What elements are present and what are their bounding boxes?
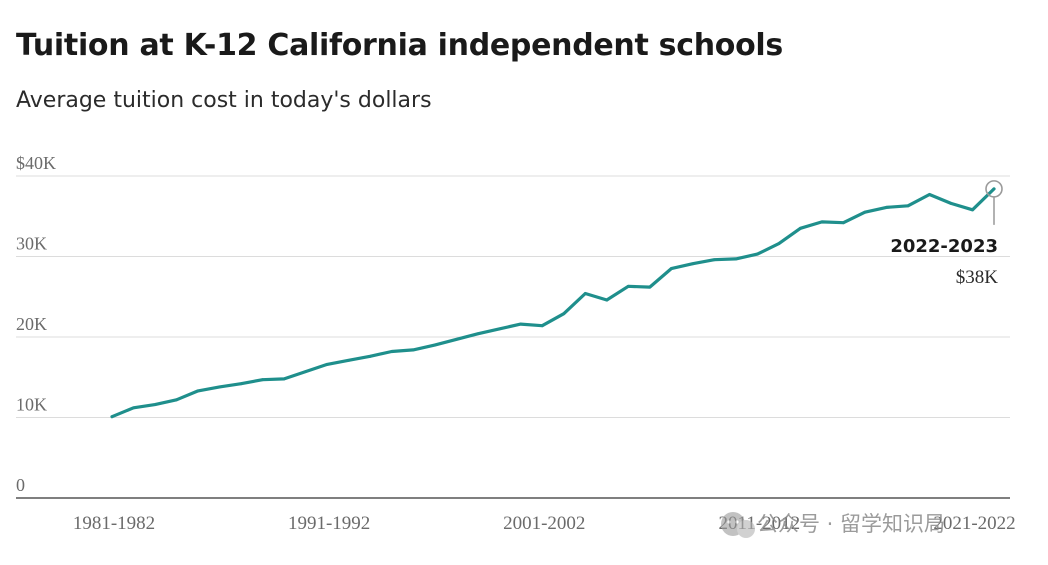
data-point	[605, 298, 609, 302]
data-point	[239, 382, 243, 386]
data-point	[863, 210, 867, 214]
data-point	[583, 292, 587, 295]
data-point	[196, 389, 200, 393]
x-axis-ticks: 1981-1982 1991-1992 2001-2002 2011-2012 2021…	[73, 513, 1016, 534]
data-points	[110, 187, 996, 419]
end-annotation: 2022-2023 $38K	[890, 180, 1003, 288]
data-point	[519, 322, 523, 326]
data-point	[777, 242, 781, 246]
x-tick-label: 1991-1992	[288, 513, 370, 534]
data-point	[562, 312, 566, 316]
data-point	[648, 285, 652, 289]
data-point	[454, 338, 458, 341]
data-point	[626, 284, 630, 288]
chart-title: Tuition at K-12 California independent s…	[16, 28, 783, 63]
data-point	[175, 398, 178, 402]
data-point	[971, 208, 974, 212]
data-point	[347, 358, 351, 362]
data-point	[282, 377, 286, 381]
x-tick-label: 1981-1982	[73, 513, 155, 534]
y-tick-label: 10K	[16, 395, 47, 415]
x-tick-label: 2001-2002	[503, 513, 585, 534]
data-point	[928, 193, 931, 196]
y-tick-label: 30K	[16, 234, 47, 254]
watermark: 公众号 · 留学知识局	[721, 512, 945, 538]
tuition-line	[110, 187, 996, 419]
data-point	[153, 403, 157, 407]
annotation-marker	[985, 180, 1003, 198]
chart-subtitle: Average tuition cost in today's dollars	[16, 88, 432, 113]
data-point	[411, 348, 415, 352]
data-point	[368, 354, 372, 358]
annotation-label: 2022-2023	[890, 236, 998, 257]
data-point	[669, 267, 673, 270]
y-tick-label: $40K	[16, 153, 56, 173]
y-tick-label: 20K	[16, 314, 47, 334]
x-tick-label: 2021-2022	[933, 513, 1015, 534]
data-point	[433, 343, 437, 347]
data-point	[906, 204, 910, 208]
data-point	[691, 262, 695, 266]
data-point	[304, 370, 308, 374]
data-point	[390, 350, 394, 353]
data-point	[218, 385, 221, 389]
data-point	[798, 226, 802, 230]
y-tick-label: 0	[16, 475, 25, 495]
data-point	[992, 187, 996, 191]
watermark-text: 公众号 · 留学知识局	[757, 512, 945, 536]
data-point	[132, 406, 135, 410]
wechat-icon	[721, 512, 755, 538]
data-point	[476, 332, 480, 336]
data-point	[497, 327, 501, 331]
data-point	[110, 415, 114, 419]
data-point	[842, 221, 845, 225]
gridlines	[16, 175, 1010, 418]
data-point	[949, 201, 953, 205]
data-point	[540, 324, 544, 328]
data-point	[820, 220, 824, 224]
y-axis-ticks: 0 10K 20K 30K $40K	[16, 153, 56, 495]
data-point	[325, 362, 329, 366]
data-point	[755, 252, 759, 256]
annotation-value: $38K	[956, 267, 999, 288]
data-point	[885, 205, 888, 209]
data-point	[734, 257, 738, 261]
data-point	[712, 258, 716, 262]
data-point	[261, 378, 264, 382]
